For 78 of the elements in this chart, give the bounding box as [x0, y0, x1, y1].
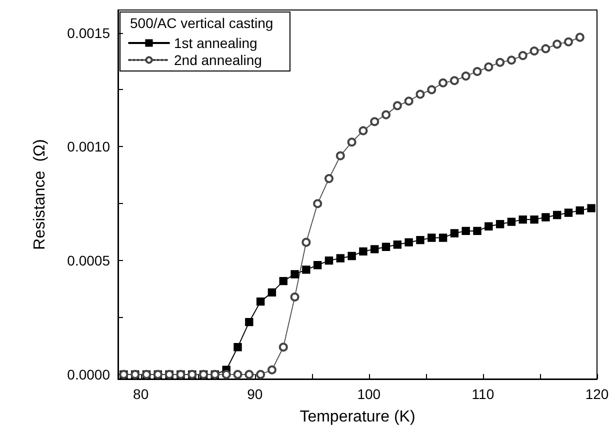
point	[392, 101, 402, 110]
y-axis-title: Resistance (Ω)	[32, 139, 48, 250]
point	[450, 229, 459, 238]
point	[347, 138, 356, 147]
point	[278, 342, 288, 352]
point	[348, 252, 356, 260]
point	[222, 370, 231, 379]
point	[484, 222, 493, 230]
point	[472, 67, 482, 76]
point	[336, 254, 344, 262]
point	[552, 40, 562, 49]
point	[564, 208, 573, 217]
point	[256, 297, 265, 306]
point	[302, 238, 311, 247]
point	[370, 117, 380, 126]
legend-label: 1st annealing	[174, 35, 258, 51]
point	[358, 126, 368, 136]
legend-title: 500/AC vertical casting	[130, 15, 274, 31]
point	[461, 72, 470, 81]
point	[234, 343, 242, 352]
point	[324, 256, 334, 265]
point	[313, 199, 322, 208]
point	[416, 90, 425, 99]
y-tick-label: 0.0000	[67, 366, 110, 382]
point	[244, 370, 254, 379]
point	[256, 370, 266, 379]
point	[290, 270, 299, 278]
point	[427, 85, 436, 94]
point	[518, 51, 528, 60]
point	[541, 44, 550, 54]
x-tick-label: 110	[472, 386, 494, 402]
x-tick-label: 90	[247, 386, 263, 402]
point	[484, 62, 494, 72]
y-tick-label: 0.0005	[67, 252, 110, 269]
point	[393, 240, 402, 249]
point	[552, 210, 562, 220]
point	[404, 96, 414, 106]
y-tick-label: 0.0010	[67, 138, 110, 155]
point	[359, 247, 368, 256]
point	[496, 220, 504, 228]
point	[450, 76, 459, 86]
point	[518, 215, 527, 224]
point	[267, 365, 276, 374]
point	[473, 226, 482, 236]
legend-label: 2nd annealing	[174, 52, 262, 68]
point	[302, 266, 310, 274]
point	[428, 234, 436, 242]
x-axis-title: Temperature (K)	[300, 408, 416, 426]
point	[575, 32, 584, 42]
x-tick-label: 120	[585, 386, 609, 402]
point	[530, 215, 538, 224]
x-tick-label: 80	[133, 386, 149, 402]
point	[507, 218, 516, 226]
point	[564, 37, 573, 46]
point	[438, 234, 448, 242]
y-tick-label: 0.0015	[67, 24, 110, 41]
point	[542, 213, 550, 222]
point	[382, 110, 391, 120]
point	[496, 58, 505, 67]
point	[268, 288, 276, 297]
point	[416, 236, 424, 244]
point	[382, 242, 390, 251]
point	[506, 56, 516, 65]
point	[576, 206, 584, 215]
point	[404, 238, 413, 246]
point	[313, 261, 322, 270]
point	[279, 276, 288, 286]
point	[290, 292, 300, 302]
point	[233, 370, 242, 379]
point	[370, 245, 379, 254]
point	[438, 78, 448, 88]
x-tick-label: 100	[357, 386, 381, 402]
point	[245, 318, 254, 326]
point	[587, 204, 596, 212]
point	[530, 46, 539, 56]
point	[336, 151, 345, 160]
point	[324, 174, 334, 184]
point	[462, 226, 470, 236]
